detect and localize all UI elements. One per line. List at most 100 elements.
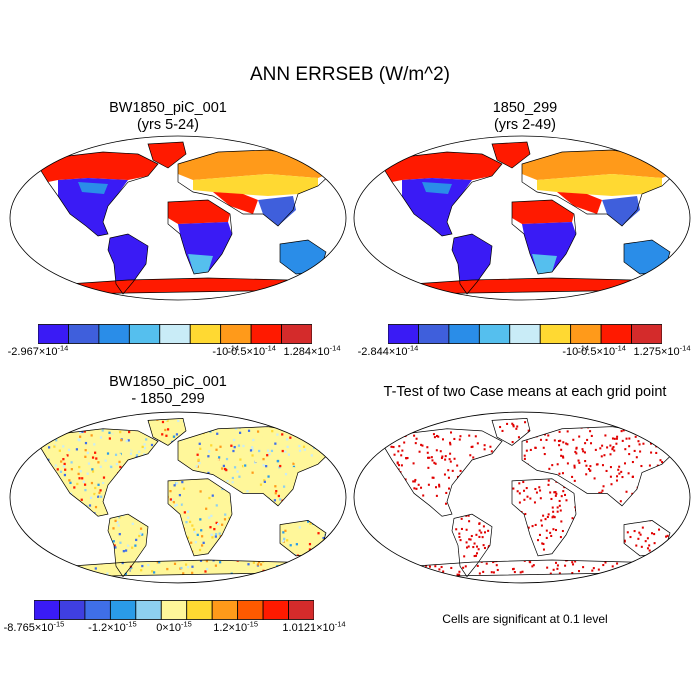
colorbar-box-8: [631, 324, 662, 344]
colorbar-box-6: [570, 324, 602, 344]
colorbar-box-2: [448, 324, 480, 344]
region-north-america-south: [402, 178, 472, 236]
panel-2-title-line2: (yrs 2-49): [493, 117, 557, 133]
colorbar-box-8: [281, 324, 312, 344]
region-namerica: [38, 428, 158, 517]
colorbar-panel-1: [38, 324, 312, 344]
colorbar-tick-label-2: -0.5×10-14: [227, 343, 276, 358]
map-frame: [353, 135, 691, 301]
colorbar-tick-label-0: -2.967×10-14: [7, 343, 69, 358]
map-land-group: [381, 141, 678, 295]
coastline-africa: [167, 199, 233, 275]
colorbar-box-4: [135, 600, 162, 620]
region-sahara: [168, 200, 230, 224]
map-panel-1: [9, 135, 347, 301]
region-eurasia: [178, 426, 333, 506]
colorbar-tick-label-3: 1.2×10-15: [213, 619, 258, 634]
panel-2-title-line1: 1850_299: [492, 100, 558, 116]
coastline-samerica: [107, 233, 149, 295]
region-antarctica: [412, 278, 652, 294]
region-greenland: [148, 142, 186, 168]
coastline-greenland: [147, 417, 187, 446]
region-greenland: [148, 418, 186, 446]
colorbar-box-5: [160, 600, 188, 620]
region-australia: [280, 520, 326, 556]
colorbar-labels-panel-3: -8.765×10-15 -1.2×10-15 0×10-15 1.2×10-15 1.…: [4, 619, 346, 636]
colorbar-tick-label-3: 1.284×10-14: [283, 343, 341, 358]
colorbar-box-5: [539, 324, 572, 344]
colorbar-tick-label-1: -1.2×10-15: [88, 619, 137, 634]
panel-1-title-line1: BW1850_piC_001: [109, 100, 227, 116]
colorbar-panel-2: [388, 324, 662, 344]
colorbar-box-1: [68, 324, 100, 344]
region-sahara: [512, 200, 574, 224]
panel-3-title-line2: - 1850_299: [131, 391, 205, 407]
region-south-asia: [602, 196, 640, 226]
panel-2-title: 1850_299 (yrs 2-49): [410, 100, 640, 134]
colorbar-box-1: [418, 324, 450, 344]
coastline-eurasia: [521, 426, 678, 507]
panel-3-title: BW1850_piC_001 - 1850_299: [53, 374, 283, 408]
panel-3-title-line1: BW1850_piC_001: [109, 374, 227, 390]
panel-4-title-line1: T-Test of two Case means at each grid po…: [383, 384, 667, 400]
region-southern-africa: [532, 254, 557, 274]
colorbar-tick-label-4: 1.0121×10-14: [282, 619, 346, 634]
region-central-asia: [193, 174, 318, 196]
colorbar-box-5: [189, 324, 222, 344]
colorbar-box-3: [109, 600, 137, 620]
colorbar-tick-label-0: -2.844×10-14: [357, 343, 419, 358]
colorbar-box-2: [98, 324, 130, 344]
significance-footnote: Cells are significant at 0.1 level: [442, 612, 608, 626]
coastline-namerica: [381, 428, 503, 517]
region-north-america-north: [382, 152, 502, 182]
colorbar-box-10: [288, 600, 314, 620]
coastline-samerica: [451, 233, 493, 295]
coastline-samerica: [451, 513, 493, 578]
region-southern-africa: [188, 254, 213, 274]
colorbar-box-6: [220, 324, 252, 344]
colorbar-panel-3: [34, 600, 314, 620]
colorbar-box-7: [600, 324, 632, 344]
colorbar-box-0: [34, 600, 60, 620]
region-australia: [624, 240, 670, 274]
colorbar-box-4: [509, 324, 541, 344]
map-panel-4: [353, 411, 691, 584]
coastline-namerica: [37, 151, 159, 237]
region-north-america-mid: [78, 182, 108, 194]
map-frame: [9, 135, 347, 301]
figure-title: ANN ERRSEB (W/m^2): [250, 64, 450, 85]
map-content: [9, 135, 347, 301]
coastline-africa: [511, 478, 577, 557]
region-south-asia: [258, 196, 296, 226]
map-land-group: [37, 417, 334, 578]
coastline-greenland: [147, 141, 187, 169]
colorbar-tick-label-2: 0×10-15: [156, 619, 192, 634]
coastline-africa: [167, 478, 233, 557]
coastline-africa: [511, 199, 577, 275]
region-central-asia: [537, 174, 662, 196]
map-panel-3: [9, 411, 347, 584]
colorbar-tick-label-2: -0.5×10-14: [577, 343, 626, 358]
colorbar-box-8: [237, 600, 264, 620]
colorbar-box-0: [38, 324, 69, 344]
map-land-group: [37, 141, 334, 295]
region-south-america: [108, 234, 148, 294]
region-antarctica: [68, 278, 308, 294]
coastline-greenland: [491, 417, 531, 446]
colorbar-box-0: [388, 324, 419, 344]
colorbar-tick-label-1: -10-14: [562, 343, 590, 358]
colorbar-box-3: [478, 324, 511, 344]
colorbar-tick-label-1: -10-14: [212, 343, 240, 358]
map-frame: [9, 411, 347, 584]
region-south-america: [452, 234, 492, 294]
region-north-america-mid: [422, 182, 452, 194]
map-content: [353, 411, 691, 584]
panel-1-title: BW1850_piC_001 (yrs 5-24): [53, 100, 283, 134]
region-australia: [280, 240, 326, 274]
region-middle-east: [213, 192, 258, 214]
colorbar-labels-panel-1: -2.967×10-14 -10-14 -0.5×10-14 1.284×10-14: [8, 343, 341, 360]
colorbar-box-7: [250, 324, 282, 344]
panel-1-title-line2: (yrs 5-24): [136, 117, 200, 133]
colorbar-box-7: [211, 600, 239, 620]
colorbar-labels-panel-2: -2.844×10-14 -10-14 -0.5×10-14 1.275×10-14: [358, 343, 691, 360]
